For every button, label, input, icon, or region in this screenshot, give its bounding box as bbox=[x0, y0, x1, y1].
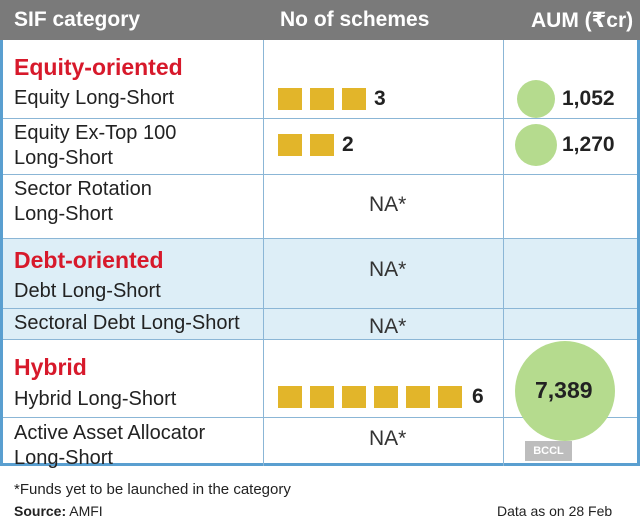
table-frame bbox=[0, 0, 640, 466]
date-note: Data as on 28 Feb bbox=[497, 503, 613, 519]
aum-value-hybrid-long-short: 7,389 bbox=[535, 377, 593, 403]
table-header: SIF category No of schemes AUM (₹cr) bbox=[0, 0, 640, 40]
row-divider bbox=[3, 339, 637, 340]
scheme-square bbox=[278, 386, 302, 408]
aum-circle-equity-long-short bbox=[517, 80, 555, 118]
scheme-count-label: 3 bbox=[374, 87, 386, 110]
na-active-asset-allocator: NA* bbox=[369, 427, 407, 450]
category-debt: Debt-oriented bbox=[14, 247, 164, 273]
category-equity: Equity-oriented bbox=[14, 54, 183, 80]
na-sector-rotation: NA* bbox=[369, 193, 407, 216]
aum-circle-hybrid-long-short bbox=[515, 341, 615, 441]
scheme-square bbox=[406, 386, 430, 408]
scheme-square bbox=[342, 386, 366, 408]
scheme-count-label: 6 bbox=[472, 385, 484, 408]
scheme-square bbox=[310, 386, 334, 408]
scheme-square bbox=[310, 134, 334, 156]
scheme-square bbox=[342, 88, 366, 110]
row-divider bbox=[3, 417, 637, 418]
aum-value-equity-ex-top-100: 1,270 bbox=[562, 133, 615, 156]
footnote: *Funds yet to be launched in the categor… bbox=[14, 481, 291, 498]
row-label-equity-ex-top-100: Equity Ex-Top 100 Long-Short bbox=[14, 122, 177, 169]
row-divider bbox=[3, 174, 637, 175]
column-divider-1 bbox=[263, 40, 264, 466]
na-sectoral-debt: NA* bbox=[369, 315, 407, 338]
aum-value-equity-long-short: 1,052 bbox=[562, 87, 615, 110]
row-label-sectoral-debt: Sectoral Debt Long-Short bbox=[14, 312, 240, 334]
watermark: BCCL bbox=[525, 441, 572, 461]
row-label-hybrid-long-short: Hybrid Long-Short bbox=[14, 388, 177, 410]
row-divider bbox=[3, 238, 637, 239]
aum-circle-equity-ex-top-100 bbox=[515, 124, 557, 166]
column-divider-2 bbox=[503, 40, 504, 466]
row-divider bbox=[3, 308, 637, 309]
header-sif-category: SIF category bbox=[14, 8, 141, 31]
scheme-square bbox=[278, 88, 302, 110]
row-label-active-asset-allocator: Active Asset Allocator Long-Short bbox=[14, 422, 206, 469]
scheme-count-label: 2 bbox=[342, 133, 354, 156]
scheme-square bbox=[278, 134, 302, 156]
header-no-of-schemes: No of schemes bbox=[280, 8, 430, 31]
header-aum: AUM (₹cr) bbox=[531, 9, 634, 32]
category-hybrid: Hybrid bbox=[14, 354, 87, 380]
source-line: Source: AMFI bbox=[14, 503, 103, 519]
scheme-square bbox=[438, 386, 462, 408]
row-label-sector-rotation: Sector Rotation Long-Short bbox=[14, 178, 152, 225]
scheme-square bbox=[310, 88, 334, 110]
debt-band bbox=[3, 238, 637, 339]
na-debt-long-short: NA* bbox=[369, 258, 407, 281]
row-label-debt-long-short: Debt Long-Short bbox=[14, 280, 161, 302]
scheme-square bbox=[374, 386, 398, 408]
row-label-equity-long-short: Equity Long-Short bbox=[14, 87, 175, 109]
row-divider bbox=[3, 118, 637, 119]
